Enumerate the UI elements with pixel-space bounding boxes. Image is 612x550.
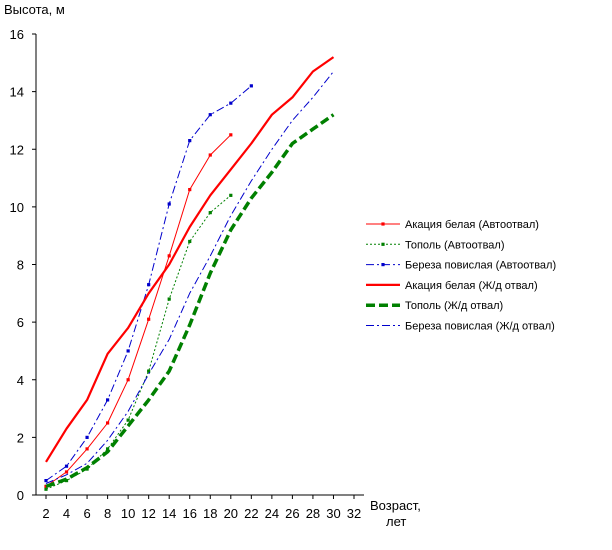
y-tick-label: 12 (10, 142, 24, 157)
y-tick-label: 6 (17, 315, 24, 330)
x-tick-label: 16 (182, 506, 196, 521)
data-point (229, 193, 233, 197)
x-axis-title-line1: Возраст, (370, 498, 421, 513)
y-axis-title: Высота, м (4, 2, 65, 17)
series-2 (44, 193, 233, 491)
series-6 (45, 71, 334, 484)
data-point (85, 435, 89, 439)
legend-item: Акация белая (Автоотвал) (366, 219, 539, 231)
data-point (44, 478, 48, 483)
y-tick-label: 4 (17, 373, 24, 388)
series-line (45, 56, 335, 463)
x-tick-label: 8 (104, 506, 111, 521)
data-point (188, 187, 192, 192)
data-point (188, 139, 192, 143)
legend-label: Береза повислая (Автоотвал) (405, 260, 556, 272)
data-point (249, 84, 253, 88)
series-lines (44, 56, 335, 491)
y-tick-label: 2 (17, 430, 24, 445)
legend-marker (381, 263, 385, 267)
legend-label: Тополь (Автоотвал) (405, 239, 504, 251)
data-point (208, 211, 212, 215)
x-tick-label: 28 (306, 506, 320, 521)
data-point (126, 418, 130, 422)
legend-item: Тополь (Ж/д отвал) (366, 300, 503, 312)
x-tick-label: 4 (63, 506, 70, 521)
series-4 (45, 56, 335, 463)
y-tick-label: 8 (17, 258, 24, 273)
data-point (208, 153, 212, 157)
series-line (45, 194, 232, 490)
legend-label: Акация белая (Ж/д отвал) (405, 280, 538, 292)
x-tick-label: 26 (285, 506, 299, 521)
y-tick-label: 0 (17, 488, 24, 503)
x-tick-label: 30 (326, 506, 340, 521)
legend-label: Акация белая (Автоотвал) (405, 219, 539, 231)
x-tick-label: 12 (141, 506, 155, 521)
data-point (106, 447, 110, 451)
legend: Акация белая (Автоотвал) Тополь (Автоотва… (366, 219, 556, 333)
x-tick-label: 14 (162, 506, 176, 521)
y-tick-label: 10 (10, 200, 24, 215)
axis-ticks: 2 4 6 8 10 12 14 16 18 20 22 24 26 28 30 32024681012141… (10, 27, 362, 521)
legend-label: Тополь (Ж/д отвал) (405, 300, 503, 312)
data-point (229, 101, 233, 105)
data-point (208, 113, 212, 117)
data-point (106, 421, 110, 425)
data-point (167, 297, 171, 301)
x-tick-label: 10 (121, 506, 135, 521)
data-point (44, 487, 48, 491)
x-tick-label: 24 (265, 506, 279, 521)
legend-marker (381, 242, 385, 246)
data-point (167, 254, 171, 258)
legend-item: Акация белая (Ж/д отвал) (366, 280, 538, 292)
x-tick-label: 20 (224, 506, 238, 521)
y-tick-label: 14 (10, 85, 24, 100)
data-point (126, 349, 130, 353)
legend-label: Береза повислая (Ж/д отвал) (405, 321, 555, 333)
series-line (45, 113, 335, 489)
x-axis-title-line2: лет (386, 514, 406, 529)
legend-marker (381, 222, 385, 226)
data-point (147, 317, 151, 321)
y-tick-label: 16 (10, 27, 24, 42)
data-point (64, 464, 69, 468)
series-1 (44, 133, 233, 488)
series-line (45, 134, 232, 487)
x-tick-label: 18 (203, 506, 217, 521)
data-point (147, 283, 151, 287)
legend-item: Тополь (Автоотвал) (366, 239, 504, 251)
data-point (147, 369, 151, 373)
data-point (64, 470, 69, 474)
series-line (45, 71, 334, 484)
data-point (229, 133, 233, 137)
x-tick-label: 6 (83, 506, 90, 521)
data-point (106, 398, 110, 402)
legend-item: Береза повислая (Ж/д отвал) (366, 321, 555, 333)
x-tick-label: 32 (347, 506, 361, 521)
data-point (85, 447, 89, 451)
x-tick-label: 2 (42, 506, 49, 521)
data-point (126, 378, 130, 382)
series-3 (44, 84, 253, 483)
data-point (188, 239, 192, 244)
legend-item: Береза повислая (Автоотвал) (366, 260, 556, 272)
data-point (167, 202, 171, 206)
series-5 (45, 113, 335, 489)
x-tick-label: 22 (244, 506, 258, 521)
